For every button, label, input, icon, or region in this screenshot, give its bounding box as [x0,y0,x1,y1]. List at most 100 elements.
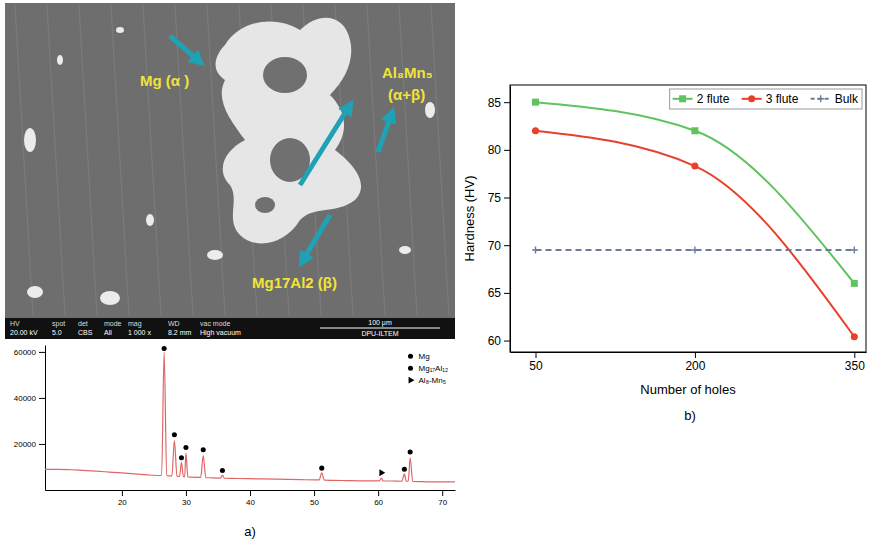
chart-panel: 50200350606570758085Number of holesHardn… [462,85,867,423]
legend-entry: 3 flute [742,92,799,106]
legend-entry: Mg₁₇Al₁₂ [408,364,448,373]
particle [425,102,435,118]
tick: 60 [374,490,383,507]
legend-marker [409,377,415,384]
legend: 2 flute 3 flute Bulk [670,89,862,109]
data-point [319,466,324,471]
tick-mark [854,352,855,358]
tick-label: 70 [488,239,502,253]
tick-mark [695,352,696,358]
streak [367,5,385,316]
annotation-arrow [302,215,330,262]
plot-area [532,99,858,341]
x-axis: 20 30 40 50 60 70 [46,490,456,507]
annotation-arrow [300,105,350,185]
info-label: WD [168,320,180,327]
tick-label: 20000 [14,440,37,449]
tick-mark [504,198,510,199]
particle [24,128,36,152]
tick: 50 [529,352,543,373]
institution-label: DPU-ILTEM [361,330,398,337]
tick-label: 20 [118,498,127,507]
tick-label: 65 [488,286,502,300]
tick: 20 [118,490,127,507]
phase-label: Mg17Al2 (β) [252,274,337,291]
streak [79,5,97,316]
info-label: mag [128,320,142,328]
tick: 70 [438,490,447,507]
tick-mark [504,245,510,246]
x-axis-title: Number of holes [640,382,736,397]
legend-marker [408,354,413,359]
info-label: spot [52,320,65,328]
particle [146,214,154,226]
info-value: High vacuum [200,329,241,337]
tick-label: 60 [488,334,502,348]
tick-mark [378,490,379,496]
chart-panel: 203040506070200004000060000a)MgMg₁₇Al₁₂A… [14,346,456,540]
info-value: 20.00 kV [10,329,38,336]
data-point [172,432,177,437]
data-point [201,447,206,452]
tick: 70 [488,239,510,253]
data-point [691,127,698,134]
legend-marker [679,95,686,102]
tick-label: 40 [246,498,255,507]
info-label: vac mode [200,320,230,327]
tick-mark [39,398,45,399]
tick-mark [186,490,187,496]
tick-label: 85 [488,96,502,110]
annotation-arrow [170,36,200,62]
sem-panel: Mg (α )Al₈Mn₅(α+β)Mg17Al2 (β)HVspotdetmo… [5,3,455,339]
info-label: mode [104,320,122,327]
legend-label: Mg [419,352,430,361]
tick-mark [536,352,537,358]
annotation-arrow [378,113,392,152]
data-point [532,127,539,134]
legend-entries: Mg Mg₁₇Al₁₂ Al₈-Mn₅ [408,352,448,385]
streak [15,5,33,316]
legend-label: Al₈-Mn₅ [419,376,446,385]
particle [399,246,411,254]
legend-entry: Mg [408,352,430,361]
particle [57,55,63,65]
info-value: 1 000 x [128,329,151,336]
data-point [851,333,858,340]
tick: 200 [685,352,705,373]
data-point [851,280,858,287]
data-point [183,445,188,450]
info-value: 8.2 mm [168,329,192,336]
tick-mark [250,490,251,496]
tick-label: 30 [182,498,191,507]
tick: 350 [845,352,865,373]
legend-entry: Bulk [811,92,859,106]
tick: 60 [488,334,510,348]
tick-mark [314,490,315,496]
streak [431,5,449,316]
particle [27,286,43,298]
streak [399,5,417,316]
figure-svg: Mg (α )Al₈Mn₅(α+β)Mg17Al2 (β)HVspotdetmo… [0,0,882,549]
tick-label: 50 [310,498,319,507]
particle [207,250,223,260]
phase-label: Mg (α ) [140,72,189,89]
tick-label: 40000 [14,394,37,403]
tick-mark [504,102,510,103]
data-point [379,469,385,476]
tick-mark [504,293,510,294]
tick-mark [122,490,123,496]
data-point [220,468,225,473]
legend-entry: Al₈-Mn₅ [409,376,446,385]
data-point [532,99,539,106]
legend-label: Bulk [835,92,859,106]
y-axis-title: Hardness (HV) [462,176,477,262]
data-point [402,467,407,472]
info-value: All [104,329,112,336]
tick-label: 60 [374,498,383,507]
legend-entry: 2 flute [673,92,730,106]
legend-box [670,89,862,109]
y-axis: 606570758085 [488,86,511,353]
tick-label: 50 [529,359,543,373]
streak [111,5,129,316]
tick: 85 [488,96,510,110]
